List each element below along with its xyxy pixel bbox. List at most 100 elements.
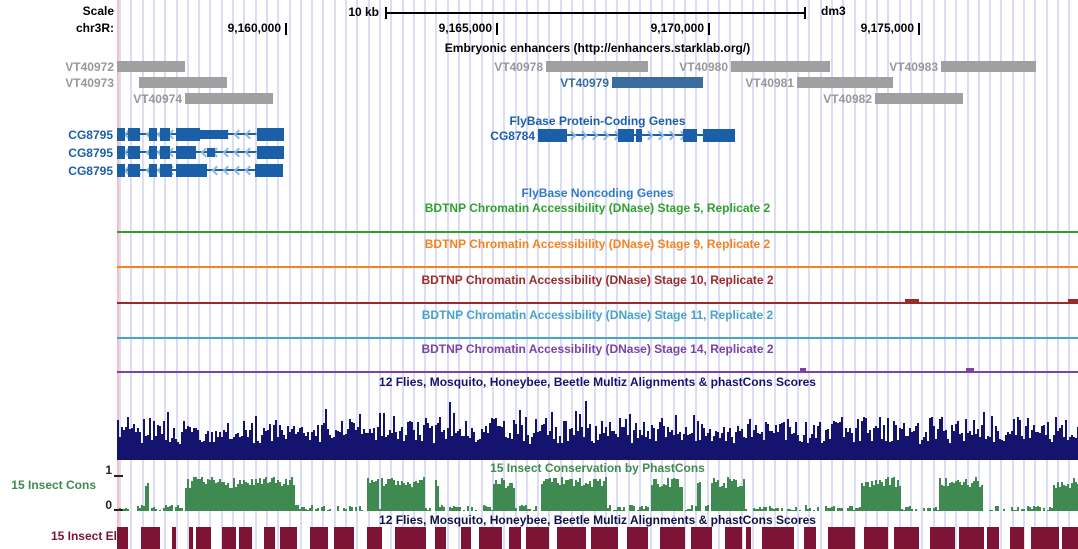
conservation-bar <box>495 480 497 511</box>
conservation-bar <box>393 480 395 511</box>
conserved-element-block <box>395 527 426 549</box>
gene-exon[interactable] <box>683 129 697 142</box>
phastcons-track-label[interactable]: 15 Insect Cons <box>11 478 96 492</box>
grid-line <box>277 0 280 549</box>
density-bar <box>635 423 637 460</box>
conservation-bar <box>721 486 723 511</box>
enhancer-box-VT40982[interactable] <box>875 93 963 104</box>
bdtnp-signal-line[interactable] <box>117 371 1078 373</box>
gene-exon[interactable] <box>160 128 170 141</box>
density-bar <box>707 433 709 460</box>
gene-exon[interactable] <box>117 146 125 159</box>
conservation-bar <box>487 507 489 511</box>
density-bar <box>375 440 377 460</box>
enhancer-box-VT40981[interactable] <box>797 77 893 88</box>
conservation-bar <box>253 485 255 511</box>
gene-exon[interactable] <box>255 164 283 177</box>
enhancer-box-VT40974[interactable] <box>185 93 273 104</box>
bdtnp-signal-line[interactable] <box>117 337 1078 339</box>
density-bar <box>715 431 717 460</box>
enhancer-label-VT40982[interactable]: VT40982 <box>823 92 872 106</box>
conservation-bar <box>813 510 815 511</box>
enhancer-label-VT40973[interactable]: VT40973 <box>65 76 114 90</box>
density-bar <box>851 433 853 460</box>
density-bar <box>899 428 901 460</box>
enhancer-box-VT40983[interactable] <box>941 61 1036 72</box>
gene-exon[interactable] <box>176 128 200 141</box>
conservation-bar <box>309 508 311 511</box>
gene-exon[interactable] <box>128 128 140 141</box>
bdtnp-signal-line[interactable] <box>117 231 1078 233</box>
gene-exon[interactable] <box>703 129 735 142</box>
gene-label-CG8795[interactable]: CG8795 <box>68 164 113 178</box>
conservation-bar <box>851 506 853 511</box>
density-bar <box>371 433 373 460</box>
density-bar <box>209 442 211 460</box>
gene-exon[interactable] <box>200 130 228 139</box>
enhancer-box-VT40972[interactable] <box>117 61 185 72</box>
gene-exon[interactable] <box>149 146 157 159</box>
density-bar <box>559 436 561 460</box>
bdtnp-signal-line[interactable] <box>117 266 1078 268</box>
density-bar <box>131 428 133 460</box>
gene-exon[interactable] <box>176 146 196 159</box>
gene-exon[interactable] <box>149 128 157 141</box>
gene-exon[interactable] <box>117 128 125 141</box>
conservation-bar <box>599 479 601 511</box>
conserved-elements-label[interactable]: 15 Insect El <box>50 529 117 543</box>
density-bar <box>485 426 487 460</box>
gene-exon[interactable] <box>117 164 125 177</box>
enhancer-box-VT40978[interactable] <box>546 61 648 72</box>
conservation-bar <box>631 505 633 511</box>
enhancer-box-VT40979[interactable] <box>612 77 703 88</box>
gene-exon[interactable] <box>257 146 284 159</box>
conservation-bar <box>679 487 681 511</box>
enhancer-label-VT40972[interactable]: VT40972 <box>65 60 114 74</box>
gene-label-CG8795[interactable]: CG8795 <box>68 146 113 160</box>
density-bar <box>783 422 785 460</box>
conservation-bar <box>235 487 237 511</box>
enhancer-box-VT40980[interactable] <box>731 61 830 72</box>
gene-exon[interactable] <box>160 146 170 159</box>
gene-exon[interactable] <box>128 146 140 159</box>
density-bar <box>351 422 353 460</box>
conservation-bar <box>203 482 205 511</box>
gene-exon[interactable] <box>538 129 561 142</box>
enhancer-label-VT40979[interactable]: VT40979 <box>560 76 609 90</box>
enhancer-label-VT40978[interactable]: VT40978 <box>494 60 543 74</box>
enhancer-box-VT40973[interactable] <box>139 77 227 88</box>
enhancer-label-VT40983[interactable]: VT40983 <box>889 60 938 74</box>
density-bar <box>775 425 777 460</box>
strand-arrow-icon <box>599 130 610 141</box>
gene-intron-line[interactable] <box>117 151 284 153</box>
density-bar <box>849 428 851 460</box>
gene-exon[interactable] <box>636 129 642 142</box>
conservation-bar <box>989 510 991 511</box>
density-bar <box>221 437 223 460</box>
bdtnp-signal-line[interactable] <box>117 302 1078 304</box>
gene-exon[interactable] <box>257 128 284 141</box>
conservation-bar <box>221 482 223 511</box>
gene-label-CG8784[interactable]: CG8784 <box>490 129 535 143</box>
conservation-bar <box>475 510 477 511</box>
gene-exon[interactable] <box>618 129 634 142</box>
gene-exon[interactable] <box>128 164 140 177</box>
density-bar <box>395 432 397 460</box>
enhancer-label-VT40981[interactable]: VT40981 <box>745 76 794 90</box>
gene-exon[interactable] <box>160 164 172 177</box>
conservation-bar <box>303 507 305 511</box>
density-bar <box>129 429 131 460</box>
gene-exon[interactable] <box>559 129 567 142</box>
conservation-bar <box>1065 486 1067 511</box>
conservation-bar <box>197 479 199 511</box>
gene-exon[interactable] <box>149 164 157 177</box>
density-bar <box>863 417 865 460</box>
gene-label-CG8795[interactable]: CG8795 <box>68 128 113 142</box>
enhancer-label-VT40974[interactable]: VT40974 <box>133 92 182 106</box>
conservation-bar <box>507 486 509 511</box>
gene-exon[interactable] <box>207 148 215 157</box>
conservation-bar <box>359 506 361 511</box>
density-bar <box>1023 439 1025 460</box>
enhancer-label-VT40980[interactable]: VT40980 <box>679 60 728 74</box>
gene-exon[interactable] <box>176 164 207 177</box>
